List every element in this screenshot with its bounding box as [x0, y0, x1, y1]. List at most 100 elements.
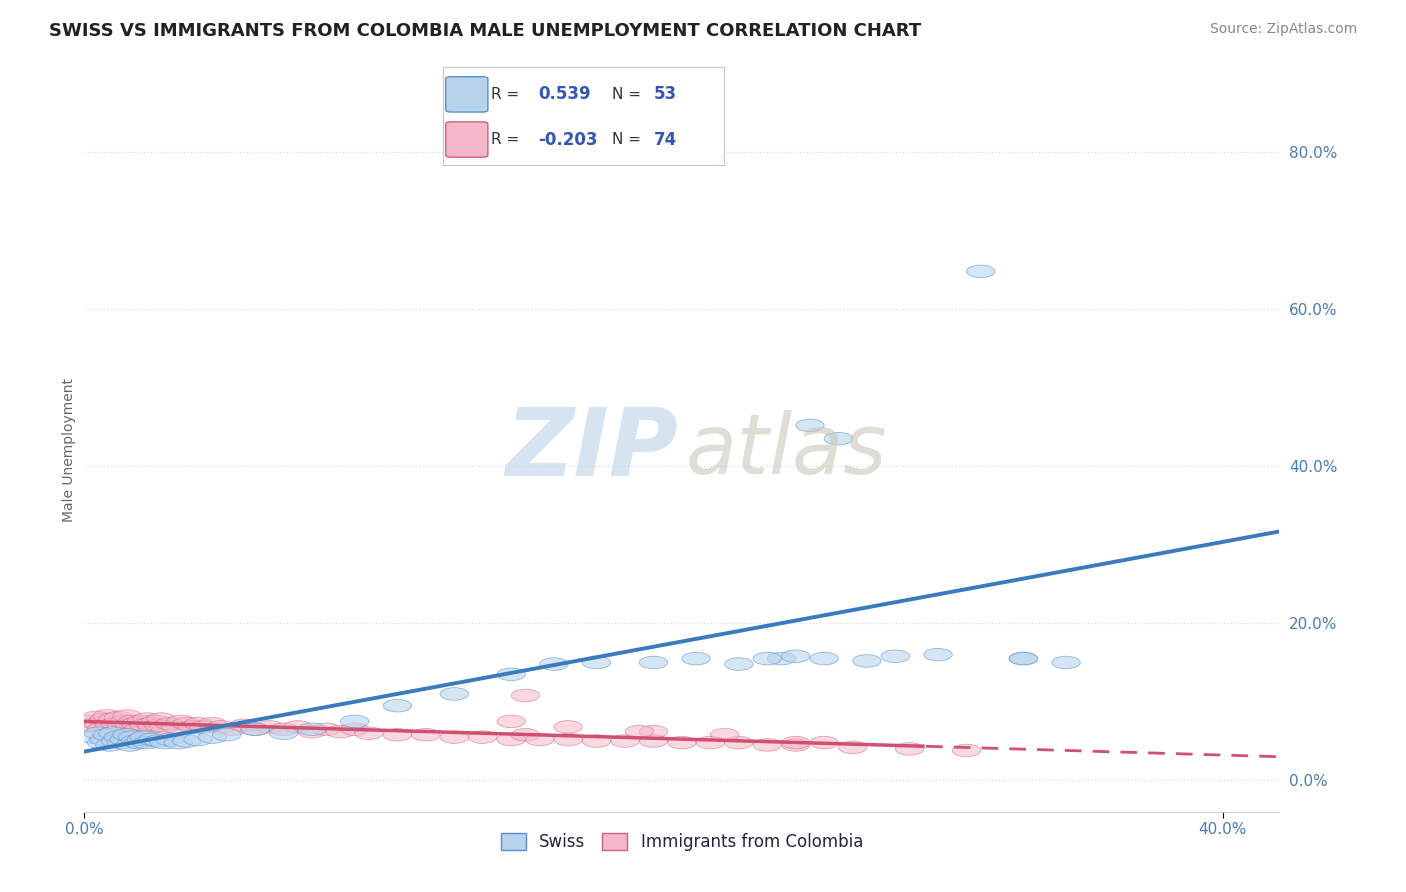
Ellipse shape	[354, 727, 384, 739]
Ellipse shape	[127, 733, 156, 746]
Ellipse shape	[782, 736, 810, 749]
Ellipse shape	[173, 735, 201, 747]
Ellipse shape	[107, 736, 135, 749]
Ellipse shape	[924, 648, 952, 661]
Ellipse shape	[101, 735, 129, 747]
Ellipse shape	[512, 690, 540, 702]
Ellipse shape	[93, 729, 121, 741]
Ellipse shape	[1052, 657, 1080, 669]
Ellipse shape	[98, 713, 127, 725]
Ellipse shape	[412, 729, 440, 741]
Ellipse shape	[540, 657, 568, 671]
Ellipse shape	[124, 723, 153, 736]
Ellipse shape	[143, 735, 173, 747]
Text: SWISS VS IMMIGRANTS FROM COLOMBIA MALE UNEMPLOYMENT CORRELATION CHART: SWISS VS IMMIGRANTS FROM COLOMBIA MALE U…	[49, 22, 921, 40]
Ellipse shape	[682, 652, 710, 665]
Ellipse shape	[229, 719, 257, 731]
Ellipse shape	[496, 733, 526, 746]
Ellipse shape	[115, 719, 145, 731]
Text: atlas: atlas	[686, 410, 887, 491]
Ellipse shape	[93, 710, 121, 723]
Ellipse shape	[132, 736, 162, 749]
Text: R =: R =	[491, 132, 524, 147]
Ellipse shape	[298, 725, 326, 738]
Ellipse shape	[118, 731, 148, 743]
Ellipse shape	[384, 729, 412, 741]
Ellipse shape	[179, 721, 207, 733]
Ellipse shape	[440, 688, 468, 700]
Ellipse shape	[1010, 652, 1038, 665]
Ellipse shape	[384, 699, 412, 712]
Legend: Swiss, Immigrants from Colombia: Swiss, Immigrants from Colombia	[495, 826, 869, 857]
Ellipse shape	[640, 657, 668, 669]
Ellipse shape	[76, 715, 104, 728]
Ellipse shape	[82, 711, 110, 723]
Ellipse shape	[112, 729, 141, 741]
Ellipse shape	[782, 739, 810, 751]
Ellipse shape	[184, 717, 212, 730]
Ellipse shape	[724, 657, 754, 671]
Ellipse shape	[90, 733, 118, 746]
Ellipse shape	[966, 265, 995, 277]
Ellipse shape	[115, 739, 145, 751]
Ellipse shape	[610, 735, 640, 747]
Text: Source: ZipAtlas.com: Source: ZipAtlas.com	[1209, 22, 1357, 37]
Ellipse shape	[96, 739, 124, 751]
Ellipse shape	[1010, 652, 1038, 665]
Ellipse shape	[340, 723, 368, 736]
Ellipse shape	[138, 733, 167, 746]
Ellipse shape	[754, 652, 782, 665]
Ellipse shape	[254, 721, 284, 733]
Ellipse shape	[107, 721, 135, 733]
Ellipse shape	[110, 715, 138, 728]
Text: R =: R =	[491, 87, 524, 102]
Text: -0.203: -0.203	[538, 130, 598, 148]
Ellipse shape	[84, 717, 112, 730]
Ellipse shape	[87, 736, 115, 749]
Ellipse shape	[810, 652, 838, 665]
Ellipse shape	[143, 719, 173, 731]
Ellipse shape	[90, 713, 118, 725]
Ellipse shape	[326, 725, 354, 738]
Ellipse shape	[110, 733, 138, 746]
Ellipse shape	[768, 652, 796, 665]
Ellipse shape	[101, 717, 129, 730]
Ellipse shape	[468, 731, 496, 743]
Ellipse shape	[782, 650, 810, 663]
Ellipse shape	[184, 733, 212, 746]
Ellipse shape	[810, 736, 838, 749]
Ellipse shape	[121, 717, 150, 730]
Ellipse shape	[156, 717, 184, 730]
Ellipse shape	[240, 723, 270, 736]
Ellipse shape	[112, 710, 141, 723]
Ellipse shape	[167, 715, 195, 728]
Ellipse shape	[824, 433, 852, 445]
Ellipse shape	[710, 729, 738, 741]
Ellipse shape	[882, 650, 910, 663]
Ellipse shape	[141, 715, 170, 728]
Ellipse shape	[132, 713, 162, 725]
Text: 74: 74	[654, 130, 678, 148]
Ellipse shape	[496, 715, 526, 728]
Ellipse shape	[129, 719, 159, 731]
Ellipse shape	[896, 743, 924, 756]
Text: N =: N =	[612, 87, 645, 102]
Y-axis label: Male Unemployment: Male Unemployment	[62, 378, 76, 523]
Ellipse shape	[526, 733, 554, 746]
Ellipse shape	[79, 731, 107, 743]
Ellipse shape	[79, 719, 107, 731]
Ellipse shape	[838, 741, 868, 754]
Ellipse shape	[150, 736, 179, 749]
Ellipse shape	[212, 729, 240, 741]
Text: 53: 53	[654, 86, 676, 103]
Ellipse shape	[150, 721, 179, 733]
Ellipse shape	[127, 715, 156, 728]
Text: ZIP: ZIP	[505, 404, 678, 497]
Ellipse shape	[198, 717, 226, 730]
Ellipse shape	[640, 725, 668, 738]
FancyBboxPatch shape	[446, 122, 488, 157]
Ellipse shape	[148, 713, 176, 725]
Ellipse shape	[298, 723, 326, 736]
Ellipse shape	[270, 723, 298, 736]
Ellipse shape	[668, 736, 696, 749]
